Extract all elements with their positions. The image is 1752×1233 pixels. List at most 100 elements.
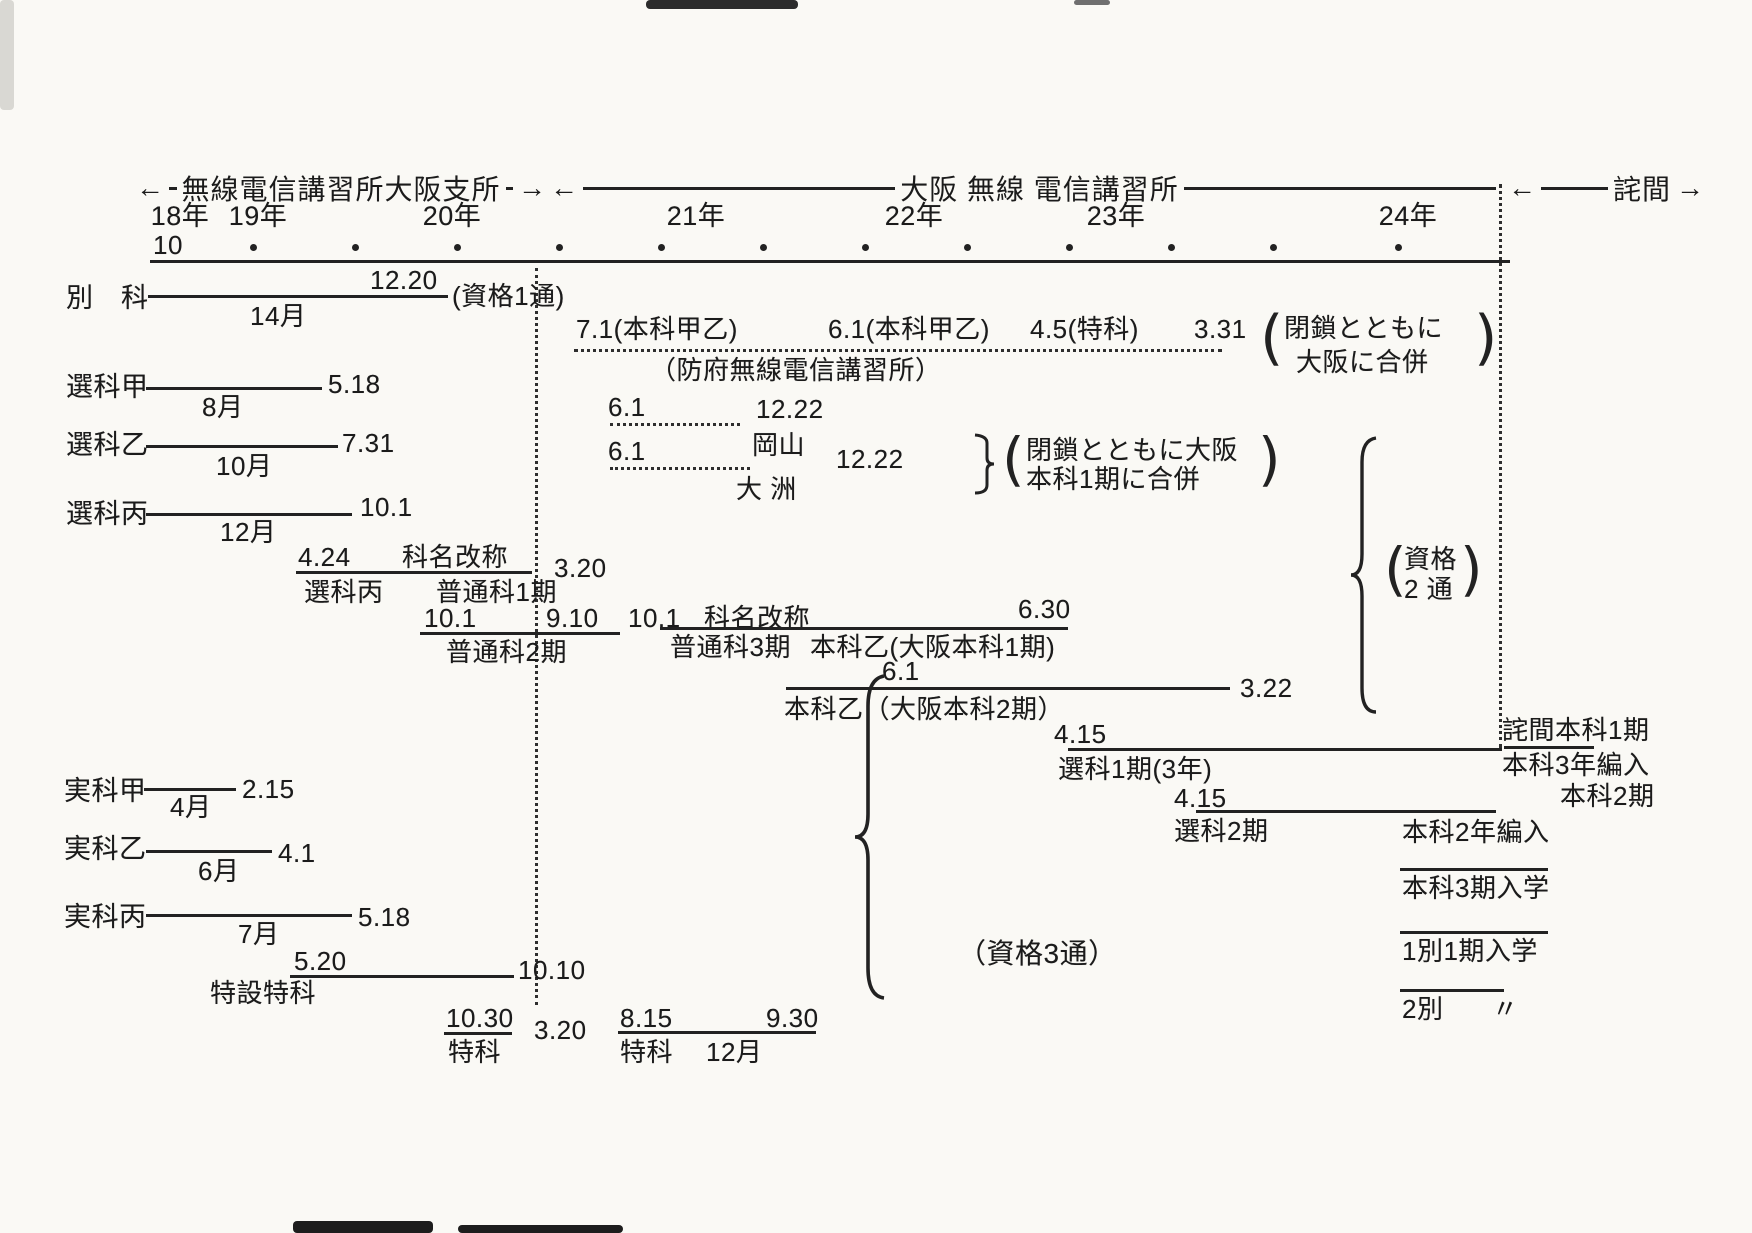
boufu-dotted-bar xyxy=(574,349,1222,352)
course-bar xyxy=(618,1031,816,1034)
course-bar xyxy=(146,850,272,853)
timeline-axis xyxy=(150,260,1510,263)
duration-label: 4月 xyxy=(170,792,212,822)
merge-note: 閉鎖とともに大阪 xyxy=(1026,435,1239,465)
boufu-date: 3.31 xyxy=(1194,314,1247,344)
course-bar xyxy=(290,975,514,978)
course-name: 選科2期 xyxy=(1174,816,1269,846)
era-line xyxy=(505,186,514,190)
qualification-note: （資格3通） xyxy=(958,938,1117,969)
course-bar xyxy=(660,627,1068,630)
era-span-osaka-branch: ← 無線電信講習所大阪支所 → xyxy=(136,168,546,208)
course-name: 本科乙(大阪本科1期) xyxy=(810,632,1056,662)
timeline-dot xyxy=(658,244,665,251)
year-label: 19年 xyxy=(228,201,288,231)
boufu-school-name: （防府無線電信講習所） xyxy=(650,355,942,385)
start-date: 10.30 xyxy=(446,1003,514,1033)
overline xyxy=(1400,931,1548,934)
end-date: 9.30 xyxy=(766,1003,819,1033)
end-date: 5.18 xyxy=(328,369,381,399)
duration-label: 7月 xyxy=(238,919,280,949)
course-name: 特科 xyxy=(620,1037,674,1067)
big-open-paren: ( xyxy=(1002,425,1025,493)
entry-note: 2別 xyxy=(1402,994,1444,1024)
course-name: 本科乙（大阪本科2期） xyxy=(784,694,1064,724)
overline xyxy=(1400,989,1504,992)
rename-note: 科名改称 xyxy=(402,542,509,572)
honka2ki-label: 本科2期 xyxy=(1560,781,1655,811)
end-date: 12.20 xyxy=(370,265,438,295)
era-divider-dotted-center xyxy=(535,268,538,1005)
boufu-date: 6.1(本科甲乙) xyxy=(828,314,990,344)
end-date: 5.18 xyxy=(358,902,411,932)
year-label: 22年 xyxy=(884,201,944,231)
end-date: 12.22 xyxy=(756,394,824,424)
takuma-honka1-label: 詫間本科1期 xyxy=(1502,715,1650,745)
timeline-dot xyxy=(760,244,767,251)
course-label: 実科乙 xyxy=(64,834,147,864)
qualification-note: 資格 xyxy=(1404,544,1458,574)
start-date: 5.20 xyxy=(294,946,347,976)
course-label: 別 科 xyxy=(66,283,149,313)
timeline-dot xyxy=(1395,244,1402,251)
era-span-osaka-school: ← 大阪 無線 電信講習所 xyxy=(550,168,1496,208)
scan-artifact xyxy=(0,0,14,110)
end-date: 6.30 xyxy=(1018,594,1071,624)
course-label: 選科乙 xyxy=(66,430,149,460)
start-date: 8.15 xyxy=(620,1003,673,1033)
big-close-paren: ) xyxy=(1460,535,1483,603)
end-date: 3.20 xyxy=(554,553,607,583)
duration-label: 12月 xyxy=(706,1037,763,1067)
year-label: 20年 xyxy=(422,201,482,231)
overline xyxy=(1400,868,1548,871)
start-date: 6.1 xyxy=(882,656,920,686)
qualification-note: (資格1通) xyxy=(452,281,565,311)
end-date: 4.1 xyxy=(278,838,316,868)
year-label: 18年 xyxy=(150,201,210,231)
branch-dotted-bar xyxy=(610,467,750,470)
timeline-dot xyxy=(964,244,971,251)
start-date: 6.1 xyxy=(608,392,646,422)
timeline-dot xyxy=(352,244,359,251)
scan-artifact xyxy=(1074,0,1110,5)
right-arrow-icon: → xyxy=(1676,172,1704,203)
era-label-takuma: 詫間 xyxy=(1612,174,1671,205)
boufu-date: 7.1(本科甲乙) xyxy=(576,314,738,344)
course-name: 選科1期(3年) xyxy=(1058,754,1213,784)
close-note: 大阪に合併 xyxy=(1296,347,1429,377)
big-close-paren: ) xyxy=(1258,425,1281,493)
big-open-paren: ( xyxy=(1384,535,1407,603)
end-date: 3.22 xyxy=(1240,673,1293,703)
old-course-name: 選科丙 xyxy=(304,577,384,607)
course-bar xyxy=(146,914,352,917)
duration-label: 10月 xyxy=(216,451,273,481)
qualification2-brace xyxy=(1350,436,1377,714)
branch-dotted-bar xyxy=(610,423,740,426)
start-date: 6.1 xyxy=(608,436,646,466)
big-close-paren: ) xyxy=(1474,303,1498,373)
ditto-mark: 〃 xyxy=(1492,994,1519,1024)
underline xyxy=(1504,746,1594,749)
left-arrow-icon: ← xyxy=(550,172,578,203)
scan-artifact xyxy=(646,0,798,9)
end-date: 9.10 xyxy=(546,603,599,633)
timeline-dot xyxy=(250,244,257,251)
end-date: 10.1 xyxy=(360,492,413,522)
start-date: 10.1 xyxy=(424,603,477,633)
duration-label: 12月 xyxy=(220,517,277,547)
qualification3-brace xyxy=(854,674,885,1000)
end-date: 7.31 xyxy=(342,428,395,458)
era-line xyxy=(583,186,896,190)
course-bar xyxy=(296,571,532,574)
course-name: 普通科1期 xyxy=(436,577,557,607)
timeline-dot xyxy=(862,244,869,251)
course-bar xyxy=(1196,810,1496,813)
scan-artifact xyxy=(293,1221,433,1233)
course-name: 普通科3期 xyxy=(670,632,791,662)
start-month-label: 10 xyxy=(153,230,183,260)
big-open-paren: ( xyxy=(1260,303,1284,373)
course-bar xyxy=(146,445,338,448)
era-span-takuma: ← 詫間 → xyxy=(1508,168,1704,208)
merge-brace xyxy=(974,433,995,495)
